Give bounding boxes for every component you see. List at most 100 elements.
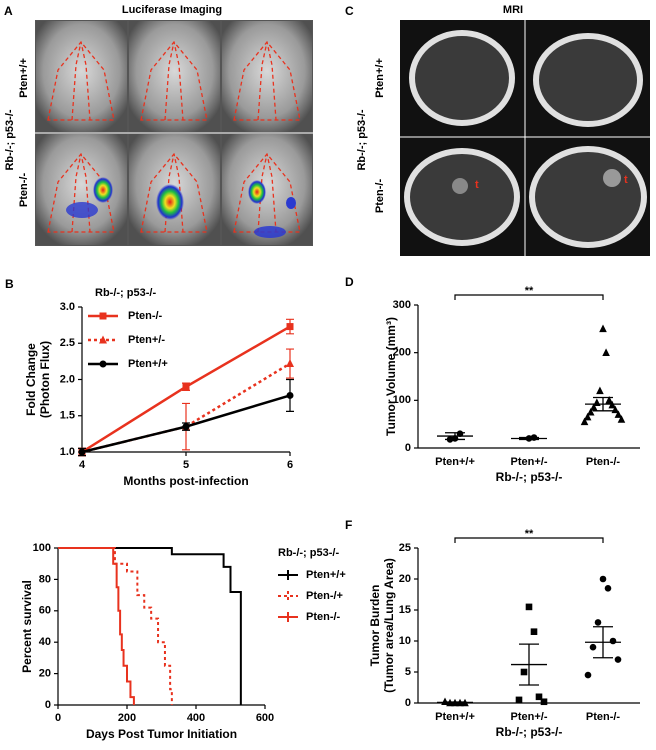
y-tick-label: 10 [399, 635, 411, 647]
y-tick-label: 20 [399, 573, 411, 585]
y-tick-label: 100 [33, 542, 51, 554]
legend-marker [99, 312, 107, 320]
y-tick-label: 15 [399, 604, 411, 616]
legend-title: Rb-/-; p53-/- [95, 287, 156, 299]
x-tick-label: 6 [287, 459, 293, 471]
point [286, 359, 294, 368]
y-tick-label: 80 [39, 573, 51, 585]
y-tick-label: 60 [39, 605, 51, 617]
point [78, 448, 86, 456]
x-axis-label: Months post-infection [123, 474, 248, 488]
y-axis-label: Percent survival [20, 580, 34, 673]
legend-label: Pten+/+ [306, 569, 346, 581]
point [182, 423, 190, 431]
y-axis-label: (Photon Flux) [38, 341, 52, 418]
x-tick-label: Pten-/- [586, 456, 621, 468]
sem-bar [593, 396, 613, 412]
point [535, 693, 543, 701]
significance-label: ** [525, 285, 534, 297]
x-tick-label: 600 [256, 712, 274, 724]
y-tick-label: 0 [405, 442, 411, 454]
y-tick-label: 20 [39, 668, 51, 680]
sem-bar [519, 436, 539, 441]
x-tick-label: Pten+/- [511, 456, 548, 468]
y-axis-label: (Tumor area/Lung Area) [382, 558, 396, 693]
y-tick-label: 2.0 [60, 373, 75, 385]
line [81, 362, 291, 454]
survival-curve [58, 547, 135, 705]
row-label: Pten+/+ [374, 58, 386, 98]
survival-curve [58, 547, 173, 705]
y-tick-label: 25 [399, 542, 411, 554]
point [530, 628, 538, 635]
point [604, 585, 612, 592]
y-tick-label: 0 [45, 699, 51, 711]
y-tick-label: 300 [393, 299, 411, 311]
point [602, 348, 610, 356]
point [456, 430, 464, 438]
legend-label: Pten-/- [128, 310, 163, 322]
point [609, 637, 617, 645]
significance-bracket [454, 537, 604, 543]
panel-letter: D [345, 275, 354, 289]
y-tick-label: 1.0 [60, 446, 75, 458]
x-axis-label: Rb-/-; p53-/- [496, 725, 563, 739]
point [515, 696, 523, 704]
point [286, 323, 294, 331]
y-tick-label: 5 [405, 666, 411, 678]
y-axis-label: Tumor Volume (mm³) [384, 317, 398, 436]
y-tick-label: 1.5 [60, 410, 75, 422]
y-axis-label: Fold Change [24, 343, 38, 416]
point [589, 643, 597, 651]
point [614, 410, 623, 418]
luciferase-images [35, 20, 313, 246]
legend-line [278, 591, 298, 601]
legend-line [278, 612, 298, 622]
x-tick-label: Pten+/+ [435, 711, 475, 723]
significance-label: ** [525, 528, 534, 540]
x-tick-label: 5 [183, 459, 189, 471]
mri-images [400, 20, 650, 256]
point [286, 391, 294, 399]
point [520, 668, 528, 676]
point [441, 697, 449, 706]
point [614, 656, 622, 663]
point [586, 407, 595, 416]
y-axis-label: Tumor Burden [368, 585, 382, 667]
group-label: Rb-/-; p53-/- [356, 109, 368, 170]
group-label: Rb-/-; p53-/- [4, 109, 16, 170]
point [611, 405, 620, 414]
legend-label: Pten+/+ [128, 358, 168, 370]
x-tick-label: Pten+/+ [435, 456, 475, 468]
panel-letter: A [4, 4, 13, 18]
legend-label: Pten-/+ [306, 590, 343, 602]
point [540, 698, 548, 706]
point [182, 383, 190, 391]
panel-letter: B [5, 277, 14, 291]
legend-title: Rb-/-; p53-/- [278, 547, 339, 559]
x-tick-label: 4 [79, 459, 86, 471]
point [617, 415, 626, 423]
x-tick-label: 400 [187, 712, 205, 724]
row-label: Pten+/+ [18, 58, 30, 98]
survival-curve [58, 547, 242, 705]
sem-bar [445, 701, 465, 704]
tumor-annotation: t [624, 174, 628, 186]
x-tick-label: Pten+/- [511, 711, 548, 723]
row-label: Pten-/- [18, 173, 30, 208]
sem-bar [445, 432, 465, 441]
panel-title: Luciferase Imaging [122, 4, 222, 16]
point [596, 386, 604, 395]
y-tick-label: 200 [393, 347, 411, 359]
panel-letter: F [345, 518, 352, 532]
x-axis-label: Rb-/-; p53-/- [496, 470, 563, 484]
x-tick-label: 200 [118, 712, 136, 724]
row-label: Pten-/- [374, 179, 386, 214]
point [594, 619, 602, 626]
x-axis-label: Days Post Tumor Initiation [86, 727, 237, 741]
panel-letter: C [345, 4, 354, 18]
point [580, 417, 589, 426]
y-tick-label: 100 [393, 394, 411, 406]
legend-label: Pten-/- [306, 611, 341, 623]
